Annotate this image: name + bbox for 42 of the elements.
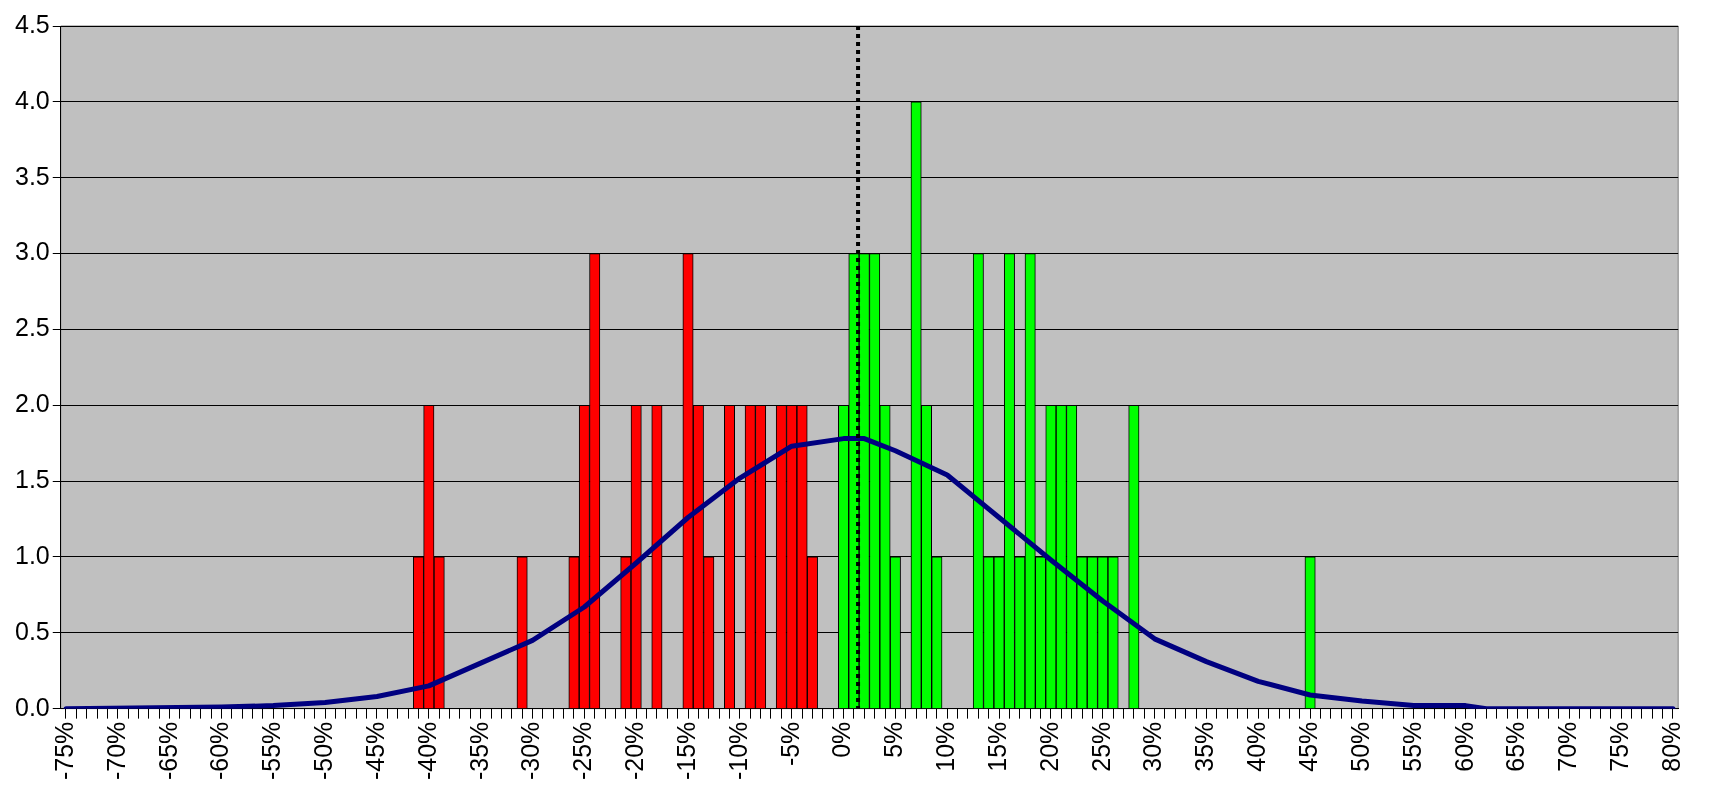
x-tick-label: 5%: [879, 721, 908, 758]
x-tick-label: 35%: [1190, 721, 1219, 772]
y-tick-label: 2.5: [14, 313, 50, 342]
y-tick-label: 3.5: [14, 161, 50, 190]
y-tick-label: 0.0: [14, 692, 50, 721]
x-tick-label: -30%: [516, 721, 545, 781]
x-tick-label: 65%: [1501, 721, 1530, 772]
x-tick-label: -25%: [568, 721, 597, 781]
x-tick-label: 10%: [931, 721, 960, 772]
x-tick-label: 60%: [1449, 721, 1478, 772]
x-tick-label: 40%: [1242, 721, 1271, 772]
y-tick-label: 2.0: [14, 389, 50, 418]
y-tick-label: 1.0: [14, 540, 50, 569]
x-tick-label: 75%: [1605, 721, 1634, 772]
x-tick-label: 15%: [982, 721, 1011, 772]
x-tick-label: -65%: [153, 721, 182, 781]
x-tick-label: 50%: [1345, 721, 1374, 772]
x-tick-label: 45%: [1294, 721, 1322, 772]
x-tick-label: -5%: [775, 721, 804, 767]
x-tick-label: 55%: [1397, 721, 1426, 772]
x-tick-label: 30%: [1138, 721, 1167, 772]
x-tick-label: 80%: [1656, 721, 1685, 772]
y-tick-label: 4.0: [14, 85, 50, 114]
x-tick-label: 20%: [1034, 721, 1063, 772]
x-tick-label: -60%: [205, 721, 234, 781]
x-tick-label: -20%: [620, 721, 649, 781]
y-tick-label: 1.5: [14, 464, 50, 493]
x-tick-label: -45%: [360, 721, 389, 781]
x-tick-label: -35%: [464, 721, 493, 781]
x-tick-label: -55%: [257, 721, 286, 781]
x-tick-label: -70%: [101, 721, 130, 781]
y-tick-label: 3.0: [14, 237, 50, 266]
x-tick-label: -15%: [671, 721, 700, 781]
x-tick-label: -75%: [49, 721, 78, 781]
x-tick-label: 25%: [1086, 721, 1115, 772]
x-tick-label: 0%: [827, 721, 856, 758]
x-tick-label: 70%: [1553, 721, 1582, 772]
x-tick-label: -10%: [723, 721, 752, 781]
x-tick-label: -50%: [309, 721, 338, 781]
y-tick-label: 0.5: [14, 616, 50, 645]
y-tick-label: 4.5: [14, 9, 50, 38]
x-tick-label: -40%: [412, 721, 441, 781]
